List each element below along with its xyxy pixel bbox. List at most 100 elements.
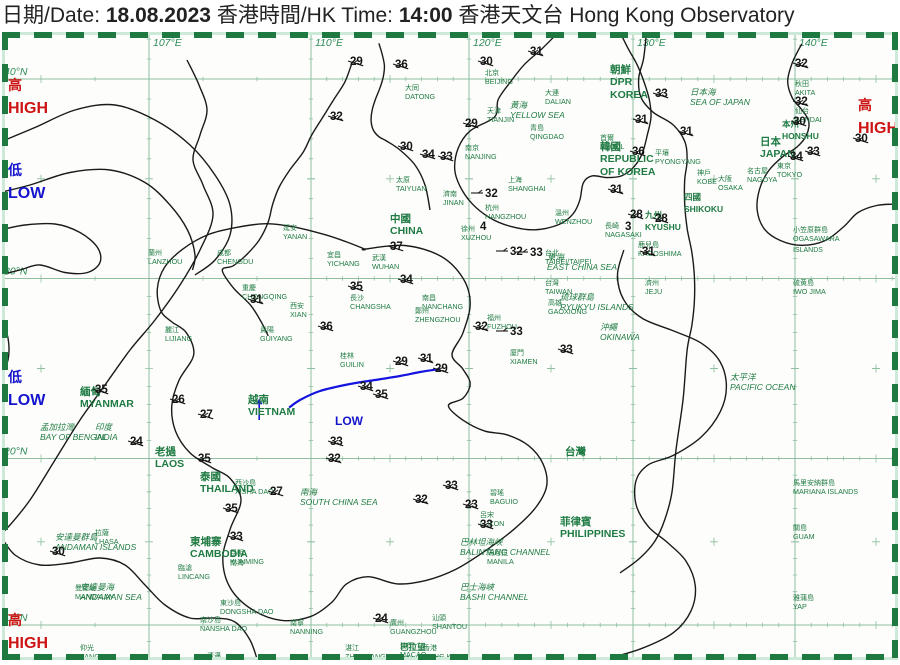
svg-text:120°E: 120°E — [473, 37, 503, 49]
svg-text:馬里安納群島: 馬里安納群島 — [793, 478, 835, 487]
svg-text:東海: 東海 — [547, 252, 566, 262]
svg-text:PHILIPPINES: PHILIPPINES — [560, 528, 625, 540]
svg-text:ZHENGZHOU: ZHENGZHOU — [415, 315, 461, 324]
svg-text:SHANGHAI: SHANGHAI — [508, 184, 546, 193]
svg-text:CAMBODIA: CAMBODIA — [190, 548, 248, 560]
svg-text:老撾: 老撾 — [154, 445, 176, 458]
svg-text:ISLANDS: ISLANDS — [793, 247, 823, 254]
svg-text:東沙島: 東沙島 — [220, 598, 241, 607]
svg-text:BASHI CHANNEL: BASHI CHANNEL — [460, 592, 529, 602]
svg-text:PACIFIC OCEAN: PACIFIC OCEAN — [730, 382, 796, 392]
svg-text:JEJU: JEJU — [645, 287, 662, 296]
svg-text:安達曼群島: 安達曼群島 — [55, 532, 98, 542]
svg-text:巴林坦海峽: 巴林坦海峽 — [460, 537, 504, 547]
svg-text:OGASAWARA: OGASAWARA — [793, 234, 840, 243]
svg-text:NANCHANG: NANCHANG — [422, 302, 464, 311]
svg-text:呂宋: 呂宋 — [480, 510, 494, 519]
svg-text:太平洋: 太平洋 — [730, 372, 757, 382]
svg-text:成都: 成都 — [217, 248, 231, 257]
svg-text:BEIJING: BEIJING — [485, 77, 513, 86]
svg-text:高: 高 — [858, 97, 872, 113]
svg-text:麗江: 麗江 — [165, 326, 179, 334]
svg-text:長崎: 長崎 — [605, 221, 619, 230]
svg-text:小笠原群島: 小笠原群島 — [793, 225, 828, 234]
svg-text:安達曼海: 安達曼海 — [80, 582, 116, 592]
svg-text:長沙: 長沙 — [350, 294, 364, 302]
svg-text:平壤: 平壤 — [655, 148, 669, 157]
svg-text:印度: 印度 — [95, 422, 114, 432]
svg-text:GUAM: GUAM — [793, 532, 815, 541]
svg-text:ANDAMAN SEA: ANDAMAN SEA — [79, 592, 142, 602]
svg-text:北京: 北京 — [485, 68, 499, 77]
svg-text:雅蒲島: 雅蒲島 — [793, 593, 814, 602]
svg-text:DPR: DPR — [610, 76, 633, 88]
svg-text:武漢: 武漢 — [372, 253, 386, 262]
svg-text:HONSHU: HONSHU — [782, 131, 819, 141]
svg-text:大阪: 大阪 — [718, 174, 732, 183]
svg-text:秋田: 秋田 — [795, 79, 809, 88]
svg-text:YELLOW SEA: YELLOW SEA — [510, 110, 565, 120]
svg-text:天津: 天津 — [487, 107, 501, 115]
svg-text:XUZHOU: XUZHOU — [461, 233, 491, 242]
svg-text:延安: 延安 — [283, 223, 297, 232]
svg-text:低: 低 — [7, 162, 22, 178]
svg-text:GUANGZHOU: GUANGZHOU — [390, 627, 437, 636]
svg-text:LANZHOU: LANZHOU — [148, 257, 182, 266]
svg-text:溫州: 溫州 — [555, 208, 569, 217]
svg-text:LAOS: LAOS — [155, 458, 184, 470]
svg-text:南昌: 南昌 — [422, 293, 436, 302]
svg-text:桂林: 桂林 — [340, 351, 354, 360]
svg-text:臨滄: 臨滄 — [178, 563, 192, 572]
svg-text:汕頭: 汕頭 — [432, 613, 446, 622]
svg-text:ANDAMAN ISLANDS: ANDAMAN ISLANDS — [54, 542, 137, 552]
svg-text:蘭州: 蘭州 — [148, 248, 162, 257]
svg-text:西安: 西安 — [290, 301, 304, 310]
svg-text:33: 33 — [510, 326, 523, 338]
svg-text:名古屋: 名古屋 — [747, 166, 768, 175]
svg-text:PYONGYANG: PYONGYANG — [655, 157, 701, 166]
svg-text:南京: 南京 — [465, 143, 479, 152]
svg-text:LOW: LOW — [335, 414, 364, 428]
svg-text:RYUKYU ISLANDS: RYUKYU ISLANDS — [560, 302, 634, 312]
svg-text:GUILIN: GUILIN — [340, 360, 364, 369]
svg-text:140°E: 140°E — [799, 37, 829, 49]
svg-text:CHENGDU: CHENGDU — [217, 257, 253, 266]
svg-text:徐州: 徐州 — [461, 224, 475, 233]
svg-text:LOW: LOW — [8, 185, 46, 202]
svg-text:濟南: 濟南 — [443, 189, 457, 198]
svg-text:BAGUIO: BAGUIO — [490, 497, 518, 506]
svg-text:大連: 大連 — [545, 88, 559, 97]
svg-text:青島: 青島 — [530, 123, 544, 132]
svg-text:MANILA: MANILA — [487, 557, 514, 566]
svg-text:巴拉望: 巴拉望 — [400, 642, 426, 652]
svg-text:IWO JIMA: IWO JIMA — [793, 287, 826, 296]
svg-text:OSAKA: OSAKA — [718, 183, 743, 192]
svg-text:TAIYUAN: TAIYUAN — [396, 184, 427, 193]
svg-text:3: 3 — [625, 221, 631, 233]
svg-text:YICHANG: YICHANG — [327, 259, 360, 268]
svg-text:SHIKOKU: SHIKOKU — [684, 204, 723, 214]
svg-text:太原: 太原 — [396, 175, 410, 184]
svg-text:東埔寨: 東埔寨 — [190, 535, 222, 548]
svg-text:低: 低 — [7, 369, 22, 385]
svg-text:107°E: 107°E — [153, 37, 183, 49]
svg-text:WENZHOU: WENZHOU — [555, 217, 592, 226]
svg-text:CHANGSHA: CHANGSHA — [350, 302, 391, 311]
svg-text:巴士海峽: 巴士海峽 — [460, 582, 496, 592]
svg-text:日本: 日本 — [760, 135, 781, 148]
svg-text:仰光: 仰光 — [80, 643, 94, 652]
svg-text:SHANTOU: SHANTOU — [432, 622, 467, 631]
svg-text:NANNING: NANNING — [290, 627, 324, 636]
svg-text:DALIAN: DALIAN — [545, 97, 571, 106]
svg-text:LIJIANG: LIJIANG — [165, 334, 193, 343]
svg-text:濟州: 濟州 — [645, 278, 659, 287]
svg-text:神戶: 神戶 — [697, 168, 711, 177]
svg-text:32: 32 — [485, 188, 498, 200]
svg-text:INDIA: INDIA — [95, 432, 118, 442]
svg-text:貴陽: 貴陽 — [260, 325, 274, 334]
svg-text:菲律賓: 菲律賓 — [560, 515, 592, 528]
svg-text:DONGSHA DAO: DONGSHA DAO — [220, 607, 274, 616]
svg-text:REPUBLIC: REPUBLIC — [600, 153, 654, 165]
svg-text:廈門: 廈門 — [510, 348, 524, 357]
svg-text:台灣: 台灣 — [565, 445, 586, 458]
